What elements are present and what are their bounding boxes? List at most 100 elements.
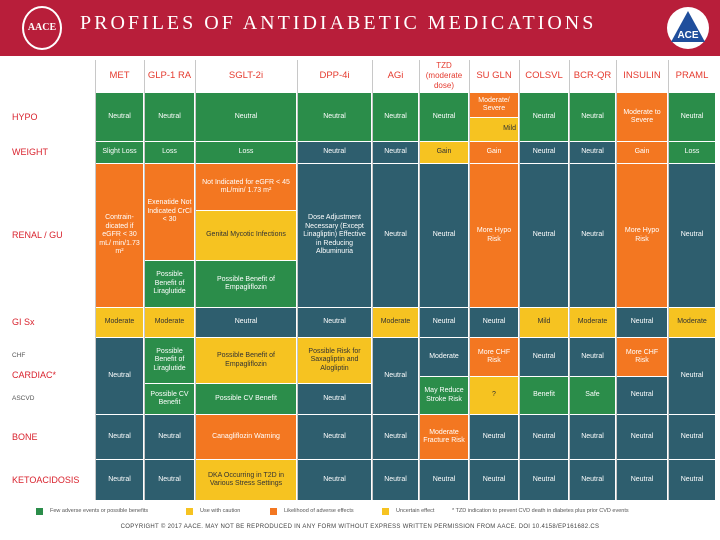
- row-label-ketoacidosis: KETOACIDOSIS: [0, 460, 95, 500]
- cell-hypo-colsvl: Neutral: [520, 93, 568, 141]
- cell-chf-dpp4: Possible Risk for Saxagliptin and Alogli…: [298, 338, 371, 383]
- cell-renal-sglt2-b: Genital Mycotic Infections: [196, 211, 296, 260]
- cell-bone-glp1: Neutral: [145, 415, 194, 459]
- cell-hypo-su: Moderate/ Severe: [470, 93, 518, 117]
- legend-swatch-yellow: [186, 508, 193, 515]
- cell-gi-praml: Moderate: [669, 308, 715, 337]
- cell-ascvd-tzd: May Reduce Stroke Risk: [420, 377, 468, 414]
- cell-weight-met: Slight Loss: [96, 142, 143, 163]
- col-glp1: GLP-1 RA: [145, 60, 194, 92]
- cell-renal-glp1-a: Exenatide Not Indicated CrCl < 30: [145, 164, 194, 260]
- cell-hypo-insulin: Moderate to Severe: [617, 93, 667, 141]
- legend-swatch-uncertain: [382, 508, 389, 515]
- cell-gi-su: Neutral: [470, 308, 518, 337]
- cell-ascvd-dpp4: Neutral: [298, 384, 371, 414]
- legend-swatch-green: [36, 508, 43, 515]
- cell-renal-insulin: More Hypo Risk: [617, 164, 667, 307]
- cell-weight-tzd: Gain: [420, 142, 468, 163]
- cell-gi-bcr: Moderate: [570, 308, 615, 337]
- cell-keto-praml: Neutral: [669, 460, 715, 500]
- row-label-hypo: HYPO: [0, 93, 95, 141]
- col-bcr-qr: BCR-QR: [570, 60, 615, 92]
- cell-weight-bcr: Neutral: [570, 142, 615, 163]
- cell-gi-colsvl: Mild: [520, 308, 568, 337]
- cell-renal-dpp4: Dose Adjustment Necessary (Except Linagl…: [298, 164, 371, 307]
- cell-ascvd-glp1: Possible CV Benefit: [145, 384, 194, 414]
- cell-keto-colsvl: Neutral: [520, 460, 568, 500]
- cell-ascvd-bcr: Safe: [570, 377, 615, 414]
- cell-chf-glp1: Possible Benefit of Liraglutide: [145, 338, 194, 383]
- row-label-ascvd: ASCVD: [0, 384, 95, 414]
- cell-weight-agi: Neutral: [373, 142, 418, 163]
- copyright-footer: COPYRIGHT © 2017 AACE. MAY NOT BE REPROD…: [120, 524, 600, 530]
- cell-bone-sglt2: Canagliflozin Warning: [196, 415, 296, 459]
- cell-weight-praml: Loss: [669, 142, 715, 163]
- cell-chf-colsvl: Neutral: [520, 338, 568, 376]
- row-label-weight: WEIGHT: [0, 142, 95, 163]
- legend-footnote: * TZD indication to prevent CVD death in…: [452, 508, 629, 514]
- row-label-gi: GI Sx: [0, 308, 95, 337]
- col-su-gln: SU GLN: [470, 60, 518, 92]
- cell-keto-glp1: Neutral: [145, 460, 194, 500]
- svg-text:ACE: ACE: [677, 30, 698, 41]
- cell-gi-insulin: Neutral: [617, 308, 667, 337]
- cell-chf-insulin: More CHF Risk: [617, 338, 667, 376]
- cell-weight-colsvl: Neutral: [520, 142, 568, 163]
- col-insulin: INSULIN: [617, 60, 667, 92]
- cell-renal-glp1-b: Possible Benefit of Liraglutide: [145, 261, 194, 307]
- cell-ascvd-colsvl: Benefit: [520, 377, 568, 414]
- cell-bone-colsvl: Neutral: [520, 415, 568, 459]
- row-label-renal: RENAL / GU: [0, 164, 95, 307]
- cell-renal-bcr: Neutral: [570, 164, 615, 307]
- cell-keto-met: Neutral: [96, 460, 143, 500]
- col-praml: PRAML: [669, 60, 715, 92]
- cell-weight-sglt2: Loss: [196, 142, 296, 163]
- cell-bone-su: Neutral: [470, 415, 518, 459]
- legend: Few adverse events or possible benefits …: [36, 506, 716, 518]
- row-label-bone: BONE: [0, 415, 95, 459]
- col-met: MET: [96, 60, 143, 92]
- cell-bone-insulin: Neutral: [617, 415, 667, 459]
- cell-chf-sglt2: Possible Benefit of Empagliflozin: [196, 338, 296, 383]
- cell-renal-met: Contrain-dicated if eGFR < 30 mL/ min/1.…: [96, 164, 143, 307]
- cell-gi-agi: Moderate: [373, 308, 418, 337]
- page-title: PROFILES OF ANTIDIABETIC MEDICATIONS: [80, 12, 597, 34]
- cell-bone-tzd: Moderate Fracture Risk: [420, 415, 468, 459]
- cell-keto-bcr: Neutral: [570, 460, 615, 500]
- cell-keto-tzd: Neutral: [420, 460, 468, 500]
- cell-bone-agi: Neutral: [373, 415, 418, 459]
- cell-keto-dpp4: Neutral: [298, 460, 371, 500]
- legend-uncertain: Uncertain effect: [396, 508, 435, 514]
- cell-bone-bcr: Neutral: [570, 415, 615, 459]
- cell-renal-colsvl: Neutral: [520, 164, 568, 307]
- cell-keto-insulin: Neutral: [617, 460, 667, 500]
- cell-weight-dpp4: Neutral: [298, 142, 371, 163]
- legend-adverse: Likelihood of adverse effects: [284, 508, 354, 514]
- cell-gi-sglt2: Neutral: [196, 308, 296, 337]
- cell-gi-tzd: Neutral: [420, 308, 468, 337]
- cell-keto-sglt2: DKA Occurring in T2D in Various Stress S…: [196, 460, 296, 500]
- cell-renal-praml: Neutral: [669, 164, 715, 307]
- col-tzd: TZD (moderate dose): [420, 60, 468, 92]
- cell-hypo-gln: Mild: [470, 118, 518, 141]
- cell-keto-agi: Neutral: [373, 460, 418, 500]
- cell-chf-bcr: Neutral: [570, 338, 615, 376]
- col-dpp4: DPP-4i: [298, 60, 371, 92]
- cell-renal-agi: Neutral: [373, 164, 418, 307]
- cell-hypo-sglt2: Neutral: [196, 93, 296, 141]
- col-agi: AGi: [373, 60, 418, 92]
- cell-weight-glp1: Loss: [145, 142, 194, 163]
- cell-chf-tzd: Moderate: [420, 338, 468, 376]
- cell-gi-dpp4: Neutral: [298, 308, 371, 337]
- cell-weight-insulin: Gain: [617, 142, 667, 163]
- cell-ascvd-su: ?: [470, 377, 518, 414]
- cell-cardiac-praml: Neutral: [669, 338, 715, 414]
- cell-hypo-bcr: Neutral: [570, 93, 615, 141]
- cell-hypo-tzd: Neutral: [420, 93, 468, 141]
- cell-renal-sglt2-a: Not Indicated for eGFR < 45 mL/min/ 1.73…: [196, 164, 296, 210]
- cell-renal-su: More Hypo Risk: [470, 164, 518, 307]
- cell-bone-met: Neutral: [96, 415, 143, 459]
- legend-caution: Use with caution: [200, 508, 241, 514]
- cell-weight-su: Gain: [470, 142, 518, 163]
